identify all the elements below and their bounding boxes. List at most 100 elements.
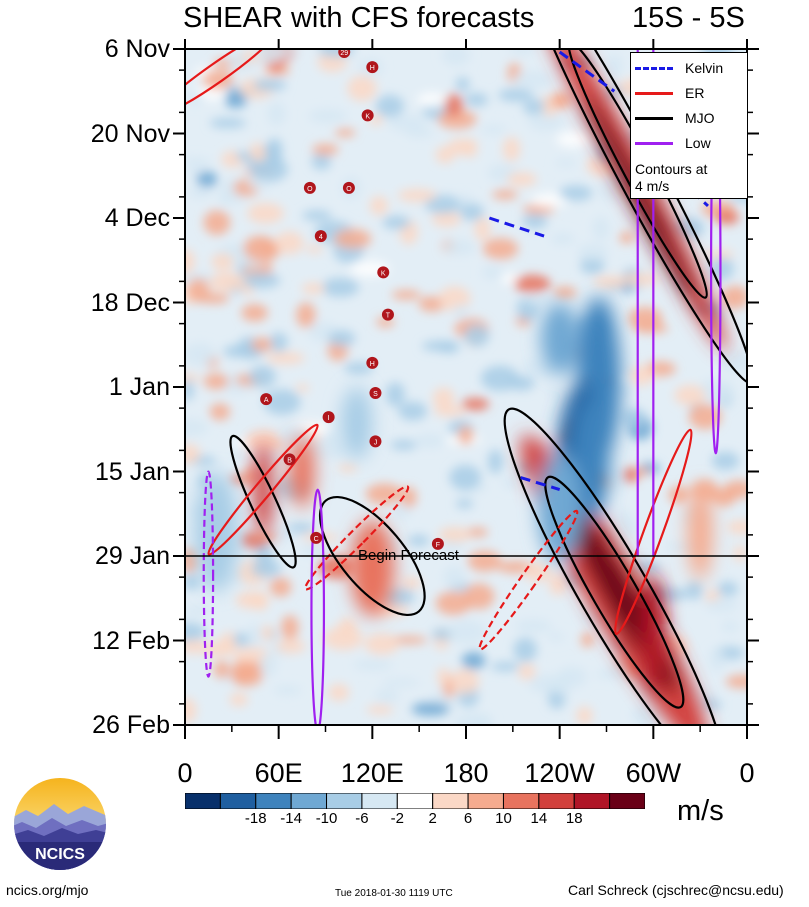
shear-cell	[502, 136, 521, 162]
shear-cell	[727, 519, 747, 535]
shear-cell	[512, 71, 553, 89]
shear-cell	[443, 239, 476, 256]
shear-cell	[230, 665, 263, 687]
legend-entry-er: ER	[635, 84, 704, 102]
shear-cell	[274, 231, 304, 255]
legend-swatch	[635, 116, 673, 120]
shear-cell	[463, 583, 495, 610]
y-tick-label: 20 Nov	[90, 119, 170, 148]
low-contour	[310, 488, 326, 725]
shear-cell	[210, 253, 235, 271]
shear-cell	[455, 499, 474, 509]
legend-note-line-1: Contours at	[635, 161, 708, 177]
x-tick-label: 0	[739, 758, 755, 788]
legend-note-line-2: 4 m/s	[635, 178, 670, 194]
shear-cell	[301, 541, 331, 557]
tc-marker-dot	[342, 181, 355, 194]
tc-marker: H	[366, 356, 379, 369]
shear-cell	[482, 237, 519, 260]
shear-cell	[398, 401, 428, 421]
colorbar-label: -14	[280, 810, 302, 827]
mjo-contour	[229, 434, 297, 569]
legend-entry-mjo: MJO	[635, 109, 715, 127]
shear-cell	[444, 93, 464, 117]
colorbar-swatch	[290, 793, 328, 809]
shear-cell	[469, 713, 494, 725]
shear-cell	[580, 256, 605, 275]
colorbar-swatch	[609, 793, 645, 809]
chart-title: SHEAR with CFS forecasts	[183, 2, 535, 34]
shear-cell	[322, 431, 340, 445]
footer-timestamp: Tue 2018-01-30 1119 UTC	[335, 888, 453, 899]
shear-cell	[443, 566, 466, 588]
tc-marker-label: O	[346, 186, 352, 193]
colorbar-swatch	[467, 793, 504, 809]
shear-cell	[308, 109, 348, 123]
shear-cell	[437, 109, 477, 129]
shear-cell	[312, 143, 339, 156]
shear-cell	[725, 674, 747, 689]
shear-cell	[622, 466, 639, 484]
shear-cell	[721, 621, 739, 633]
shear-cell	[437, 667, 450, 686]
shear-cell	[437, 340, 460, 354]
shear-cell	[390, 440, 417, 451]
shear-cell	[620, 272, 659, 286]
shear-anomaly	[194, 471, 239, 593]
shear-cell	[247, 624, 263, 649]
shear-cell	[185, 379, 194, 401]
shear-cell	[203, 373, 229, 390]
x-tick-label: 60W	[625, 758, 682, 788]
shear-cell	[457, 425, 474, 445]
shear-cell	[321, 277, 360, 297]
shear-cell	[275, 639, 306, 654]
shear-cell	[249, 365, 276, 388]
shear-cell	[365, 483, 404, 505]
shear-cell	[606, 53, 623, 79]
shear-cell	[447, 619, 487, 644]
shear-cell	[253, 532, 279, 542]
shear-cell	[251, 560, 282, 578]
region-label: 15S - 5S	[632, 2, 745, 34]
legend-entry-low: Low	[635, 134, 711, 152]
footer-credit: Carl Schreck (cjschrec@ncsu.edu)	[568, 882, 784, 898]
tc-marker-dot	[381, 308, 394, 321]
shear-cell	[247, 179, 271, 190]
tc-marker: S	[369, 387, 382, 400]
axis-ticks	[173, 39, 759, 739]
tc-marker: K	[361, 109, 374, 122]
x-tick-label: 120E	[340, 758, 404, 788]
shear-cell	[200, 641, 234, 658]
shear-cell	[401, 486, 417, 508]
shear-cell	[546, 387, 561, 397]
shear-cell	[375, 94, 404, 118]
legend-note: Contours at 4 m/s	[635, 161, 707, 195]
shear-cell	[185, 638, 206, 654]
shear-cell	[461, 397, 490, 411]
shear-cell	[311, 153, 332, 170]
y-tick-label: 1 Jan	[108, 373, 170, 401]
shear-anomaly	[687, 483, 713, 581]
colorbar	[185, 793, 645, 809]
shear-cell	[388, 114, 427, 132]
shear-cell	[281, 615, 299, 640]
y-tick-label: 12 Feb	[92, 626, 170, 655]
shear-cell	[636, 467, 651, 476]
tc-marker-dot	[366, 61, 379, 74]
shear-cell	[249, 142, 268, 162]
shear-cell	[364, 633, 400, 655]
colorbar-swatch	[326, 793, 363, 809]
shear-cell	[733, 545, 747, 562]
shear-cell	[508, 49, 536, 55]
shear-cell	[328, 330, 356, 347]
shear-cell	[502, 477, 519, 489]
mjo-contour	[318, 495, 426, 617]
shear-cell	[295, 384, 310, 393]
shear-cell	[203, 210, 231, 236]
shear-cell	[253, 78, 287, 92]
tc-marker-dot	[314, 230, 327, 243]
shear-cell	[524, 294, 554, 305]
shear-anomaly	[537, 453, 582, 562]
kelvin-contour	[558, 50, 616, 93]
shear-cell	[518, 663, 536, 680]
